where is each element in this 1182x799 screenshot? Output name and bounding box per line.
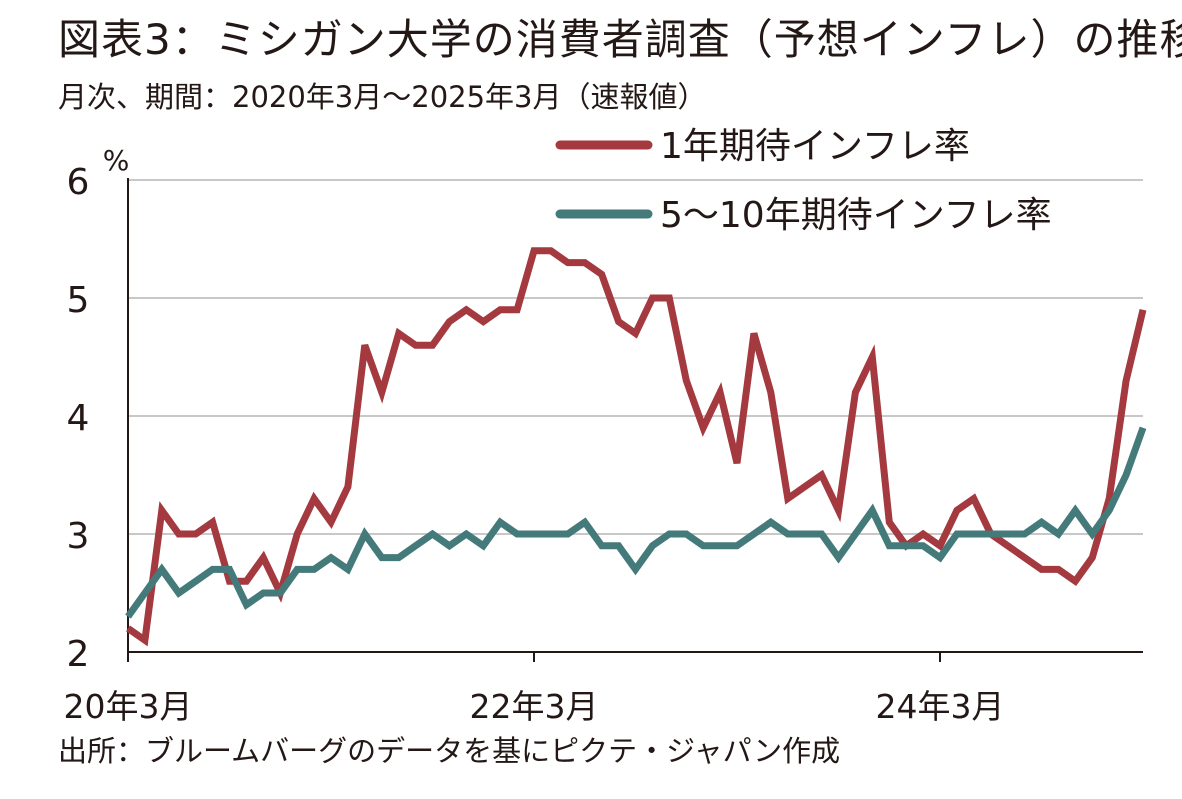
series-line-1: [125, 247, 1147, 647]
chart-title: 図表3：ミシガン大学の消費者調査（予想インフレ）の推移: [58, 15, 1182, 64]
y-tick-label: 6: [67, 162, 90, 203]
y-unit-label: %: [103, 144, 130, 177]
legend-label-1: 1年期待インフレ率: [660, 126, 970, 167]
source-note: 出所：ブルームバーグのデータを基にピクテ・ジャパン作成: [58, 734, 841, 768]
x-tick-label: 20年3月: [64, 687, 193, 726]
y-tick-label: 3: [67, 516, 90, 557]
x-tick-label: 24年3月: [876, 687, 1005, 726]
chart-subtitle: 月次、期間：2020年3月～2025年3月（速報値）: [58, 80, 707, 114]
x-tick-label: 22年3月: [470, 687, 599, 726]
legend-label-2: 5～10年期待インフレ率: [660, 195, 1052, 236]
y-tick-label: 4: [67, 398, 90, 439]
series-line-2: [125, 426, 1147, 619]
y-tick-label: 2: [67, 634, 90, 675]
y-tick-label: 5: [67, 280, 90, 321]
